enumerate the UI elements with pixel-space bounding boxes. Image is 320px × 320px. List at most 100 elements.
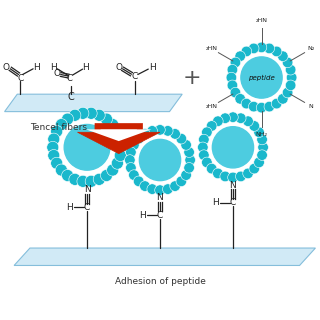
Circle shape	[254, 157, 264, 168]
Circle shape	[258, 142, 268, 153]
Circle shape	[47, 141, 59, 153]
Text: H: H	[66, 203, 73, 212]
Circle shape	[147, 126, 157, 136]
Circle shape	[254, 127, 264, 138]
Circle shape	[212, 127, 253, 168]
Text: O: O	[53, 69, 60, 78]
Text: ₂HN: ₂HN	[206, 104, 218, 109]
Circle shape	[127, 127, 193, 193]
Text: C: C	[84, 203, 90, 212]
Circle shape	[170, 129, 180, 139]
Text: N: N	[156, 193, 164, 202]
Circle shape	[282, 87, 293, 98]
Circle shape	[93, 173, 105, 185]
Circle shape	[107, 164, 119, 176]
Circle shape	[64, 124, 110, 170]
Circle shape	[114, 133, 126, 145]
Circle shape	[264, 101, 275, 112]
Circle shape	[85, 175, 97, 187]
Text: C: C	[17, 74, 24, 83]
Circle shape	[185, 155, 196, 165]
Text: C: C	[132, 72, 138, 81]
Circle shape	[170, 181, 180, 191]
Circle shape	[199, 134, 209, 145]
Circle shape	[285, 64, 296, 75]
Circle shape	[126, 163, 136, 173]
Text: H: H	[149, 63, 156, 72]
Circle shape	[228, 44, 295, 111]
Circle shape	[248, 101, 259, 112]
Text: N₂: N₂	[308, 46, 315, 52]
Circle shape	[48, 149, 60, 162]
Circle shape	[256, 42, 267, 53]
Circle shape	[111, 125, 124, 137]
Circle shape	[236, 113, 246, 124]
Circle shape	[285, 80, 296, 91]
Circle shape	[61, 113, 74, 125]
Circle shape	[48, 133, 60, 145]
Polygon shape	[77, 124, 160, 154]
Circle shape	[200, 114, 266, 180]
Circle shape	[77, 175, 89, 187]
Circle shape	[114, 149, 126, 162]
Circle shape	[115, 141, 127, 153]
Circle shape	[163, 184, 173, 194]
Circle shape	[220, 171, 230, 182]
Circle shape	[230, 87, 241, 98]
Circle shape	[184, 163, 194, 173]
Circle shape	[107, 119, 119, 131]
Circle shape	[243, 116, 253, 126]
Text: peptide: peptide	[248, 75, 275, 81]
Circle shape	[77, 107, 89, 119]
Text: C: C	[157, 211, 163, 220]
Circle shape	[111, 157, 124, 169]
Circle shape	[126, 147, 136, 157]
Circle shape	[61, 170, 74, 181]
Circle shape	[241, 57, 282, 98]
Circle shape	[249, 163, 260, 174]
Circle shape	[236, 171, 246, 182]
Text: C: C	[68, 92, 75, 102]
Circle shape	[55, 164, 68, 176]
Circle shape	[93, 109, 105, 121]
Circle shape	[212, 168, 223, 179]
Circle shape	[163, 126, 173, 136]
Circle shape	[228, 172, 238, 183]
Text: H: H	[139, 211, 146, 220]
Text: N: N	[229, 180, 236, 190]
Circle shape	[220, 113, 230, 124]
Text: ₂HN: ₂HN	[206, 46, 218, 52]
Text: H: H	[212, 198, 219, 207]
Text: N: N	[309, 104, 314, 109]
Text: Adhesion of peptide: Adhesion of peptide	[115, 277, 205, 286]
Circle shape	[51, 157, 63, 169]
Text: C: C	[67, 74, 73, 83]
Text: H: H	[82, 63, 89, 72]
Text: O: O	[3, 63, 10, 72]
Circle shape	[155, 185, 165, 196]
Circle shape	[241, 46, 252, 57]
Circle shape	[184, 147, 194, 157]
Circle shape	[202, 127, 212, 138]
Circle shape	[264, 43, 275, 54]
Circle shape	[140, 129, 150, 139]
Circle shape	[227, 64, 238, 75]
Circle shape	[133, 133, 144, 144]
Circle shape	[129, 170, 139, 180]
Circle shape	[228, 112, 238, 123]
Circle shape	[241, 98, 252, 109]
Circle shape	[282, 57, 293, 68]
Polygon shape	[4, 94, 182, 112]
Text: NH₂: NH₂	[255, 132, 268, 137]
Circle shape	[199, 150, 209, 160]
Circle shape	[257, 134, 267, 145]
Circle shape	[212, 116, 223, 126]
Circle shape	[140, 140, 180, 180]
Text: O: O	[115, 63, 122, 72]
Circle shape	[181, 170, 191, 180]
Circle shape	[248, 43, 259, 54]
Text: +: +	[182, 68, 201, 88]
Circle shape	[286, 72, 297, 83]
Circle shape	[176, 133, 187, 144]
Text: N: N	[84, 185, 91, 194]
